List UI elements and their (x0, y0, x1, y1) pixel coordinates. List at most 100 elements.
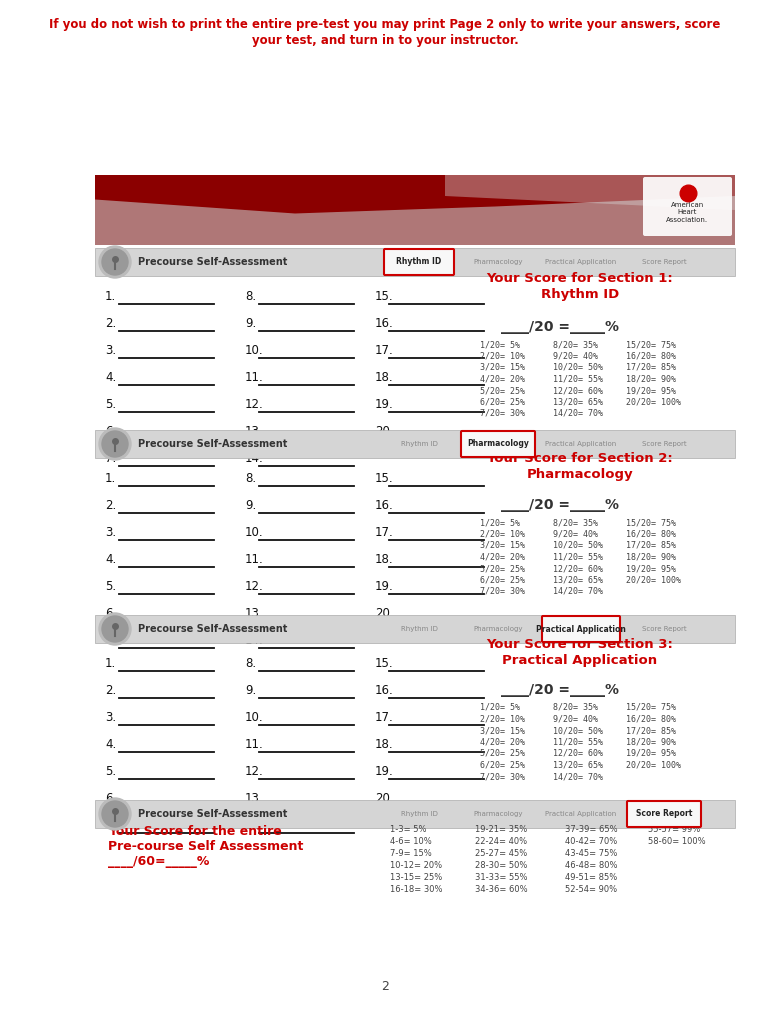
Text: Precourse Self-Assessment: Precourse Self-Assessment (138, 624, 287, 634)
Text: 7.: 7. (105, 819, 116, 831)
Text: 10-12= 20%: 10-12= 20% (390, 861, 442, 870)
Text: 13.: 13. (245, 792, 263, 805)
Text: 5/20= 25%: 5/20= 25% (480, 386, 525, 395)
Text: 4-6= 10%: 4-6= 10% (390, 837, 432, 846)
Text: 1.: 1. (105, 657, 116, 670)
Text: 6/20= 25%: 6/20= 25% (480, 761, 525, 769)
Text: 16.: 16. (375, 499, 393, 512)
Text: 16/20= 80%: 16/20= 80% (626, 715, 676, 724)
Polygon shape (445, 175, 735, 210)
Text: 11.: 11. (245, 371, 264, 384)
Text: 14.: 14. (245, 452, 264, 465)
Text: 10/20= 50%: 10/20= 50% (553, 726, 603, 735)
Text: 34-36= 60%: 34-36= 60% (475, 885, 527, 894)
Text: 11.: 11. (245, 738, 264, 751)
Text: 11.: 11. (245, 553, 264, 566)
Text: 5.: 5. (105, 398, 116, 411)
Text: 10/20= 50%: 10/20= 50% (553, 541, 603, 550)
Text: 11/20= 55%: 11/20= 55% (553, 737, 603, 746)
Text: 22-24= 40%: 22-24= 40% (475, 837, 527, 846)
Text: 12/20= 60%: 12/20= 60% (553, 386, 603, 395)
Text: 18.: 18. (375, 553, 393, 566)
Text: 18.: 18. (375, 371, 393, 384)
Text: Practical Application: Practical Application (545, 811, 617, 817)
Text: 3/20= 15%: 3/20= 15% (480, 362, 525, 372)
Text: 17/20= 85%: 17/20= 85% (626, 541, 676, 550)
Text: 15.: 15. (375, 472, 393, 485)
Text: Rhythm ID: Rhythm ID (400, 626, 437, 632)
Text: 13/20= 65%: 13/20= 65% (553, 761, 603, 769)
Text: 19/20= 95%: 19/20= 95% (626, 564, 676, 573)
Text: ____/20 =_____%: ____/20 =_____% (501, 683, 619, 697)
Text: 10/20= 50%: 10/20= 50% (553, 362, 603, 372)
FancyBboxPatch shape (627, 801, 701, 827)
Text: 4.: 4. (105, 553, 116, 566)
Text: 15.: 15. (375, 657, 393, 670)
Text: 7/20= 30%: 7/20= 30% (480, 772, 525, 781)
Text: 19.: 19. (375, 580, 393, 593)
Text: 43-45= 75%: 43-45= 75% (565, 849, 618, 858)
Text: 3.: 3. (105, 344, 116, 357)
Text: 17/20= 85%: 17/20= 85% (626, 362, 676, 372)
Text: 17.: 17. (375, 711, 393, 724)
Text: Pharmacology: Pharmacology (527, 468, 633, 481)
Text: 7/20= 30%: 7/20= 30% (480, 587, 525, 596)
Text: 52-54= 90%: 52-54= 90% (565, 885, 617, 894)
Text: 49-51= 85%: 49-51= 85% (565, 873, 618, 882)
Text: your test, and turn in to your instructor.: your test, and turn in to your instructo… (252, 34, 518, 47)
Text: 20/20= 100%: 20/20= 100% (626, 761, 681, 769)
Text: 6/20= 25%: 6/20= 25% (480, 575, 525, 585)
Text: ____/60=_____%: ____/60=_____% (108, 855, 209, 868)
Text: Rhythm ID: Rhythm ID (400, 811, 437, 817)
Text: 8.: 8. (245, 657, 256, 670)
Text: Precourse Self-Assessment: Precourse Self-Assessment (138, 439, 287, 449)
Text: ____/20 =_____%: ____/20 =_____% (501, 498, 619, 512)
FancyBboxPatch shape (95, 615, 735, 643)
Bar (95, 175, 735, 245)
Text: 12/20= 60%: 12/20= 60% (553, 749, 603, 758)
Text: 4.: 4. (105, 371, 116, 384)
Text: 14/20= 70%: 14/20= 70% (553, 772, 603, 781)
Text: 12.: 12. (245, 580, 264, 593)
Text: 16.: 16. (375, 684, 393, 697)
Text: 19/20= 95%: 19/20= 95% (626, 749, 676, 758)
Text: 1/20= 5%: 1/20= 5% (480, 340, 520, 349)
Text: Score Report: Score Report (641, 259, 686, 265)
Text: 20.: 20. (375, 425, 393, 438)
Text: 15/20= 75%: 15/20= 75% (626, 703, 676, 712)
Text: 14.: 14. (245, 634, 264, 647)
Text: 15.: 15. (375, 290, 393, 303)
Text: If you do not wish to print the entire pre-test you may print Page 2 only to wri: If you do not wish to print the entire p… (49, 18, 721, 31)
Text: 2.: 2. (105, 317, 116, 330)
Text: 46-48= 80%: 46-48= 80% (565, 861, 618, 870)
Text: 9.: 9. (245, 499, 256, 512)
FancyBboxPatch shape (461, 431, 535, 457)
Text: 16.: 16. (375, 317, 393, 330)
Text: 3/20= 15%: 3/20= 15% (480, 726, 525, 735)
Text: 7.: 7. (105, 452, 116, 465)
Text: 37-39= 65%: 37-39= 65% (565, 825, 618, 834)
Text: 19.: 19. (375, 765, 393, 778)
Text: 11/20= 55%: 11/20= 55% (553, 375, 603, 384)
Text: Pre-course Self Assessment: Pre-course Self Assessment (108, 840, 303, 853)
Circle shape (99, 613, 131, 645)
Text: 9/20= 40%: 9/20= 40% (553, 529, 598, 539)
Text: 12/20= 60%: 12/20= 60% (553, 564, 603, 573)
Text: 8.: 8. (245, 472, 256, 485)
Text: Practical Application: Practical Application (503, 654, 658, 667)
FancyBboxPatch shape (95, 430, 735, 458)
Circle shape (99, 798, 131, 830)
FancyBboxPatch shape (95, 248, 735, 276)
Text: 4.: 4. (105, 738, 116, 751)
Text: 16/20= 80%: 16/20= 80% (626, 529, 676, 539)
Text: 20.: 20. (375, 792, 393, 805)
FancyBboxPatch shape (95, 800, 735, 828)
Text: 3.: 3. (105, 526, 116, 539)
Text: 10.: 10. (245, 526, 263, 539)
Text: Pharmacology: Pharmacology (474, 626, 523, 632)
Text: 6.: 6. (105, 792, 116, 805)
Text: Pharmacology: Pharmacology (467, 439, 529, 449)
Text: Precourse Self-Assessment: Precourse Self-Assessment (138, 257, 287, 267)
Text: 8.: 8. (245, 290, 256, 303)
Text: 15/20= 75%: 15/20= 75% (626, 518, 676, 527)
